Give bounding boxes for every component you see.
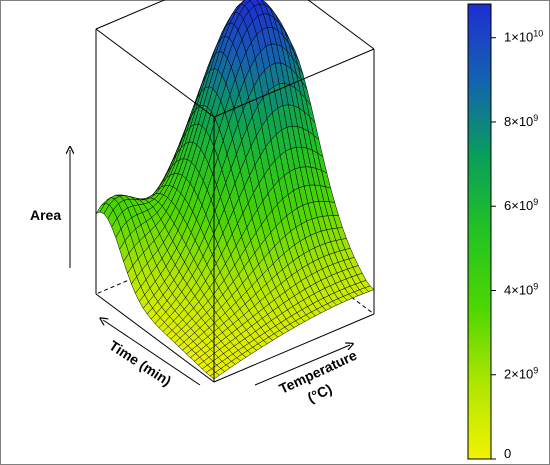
response-surface <box>95 0 375 380</box>
z-axis-label: Area <box>30 207 61 223</box>
colorbar-tick-label: 6×109 <box>504 197 538 213</box>
colorbar-tick-label: 0 <box>504 446 511 461</box>
colorbar-tick-label: 2×109 <box>504 366 538 382</box>
plot-box-front <box>95 0 375 383</box>
colorbar <box>467 3 492 460</box>
surface-facet <box>209 371 220 380</box>
colorbar-tick-label: 1×1010 <box>504 29 543 45</box>
colorbar-tick-label: 8×109 <box>504 113 538 129</box>
colorbar-tick-label: 4×109 <box>504 281 538 297</box>
colorbar-ticks: 0 2×109 4×109 6×109 8×109 1×1010 <box>491 29 543 461</box>
y-axis-arrow <box>254 345 350 386</box>
x-axis-arrow <box>103 320 201 386</box>
